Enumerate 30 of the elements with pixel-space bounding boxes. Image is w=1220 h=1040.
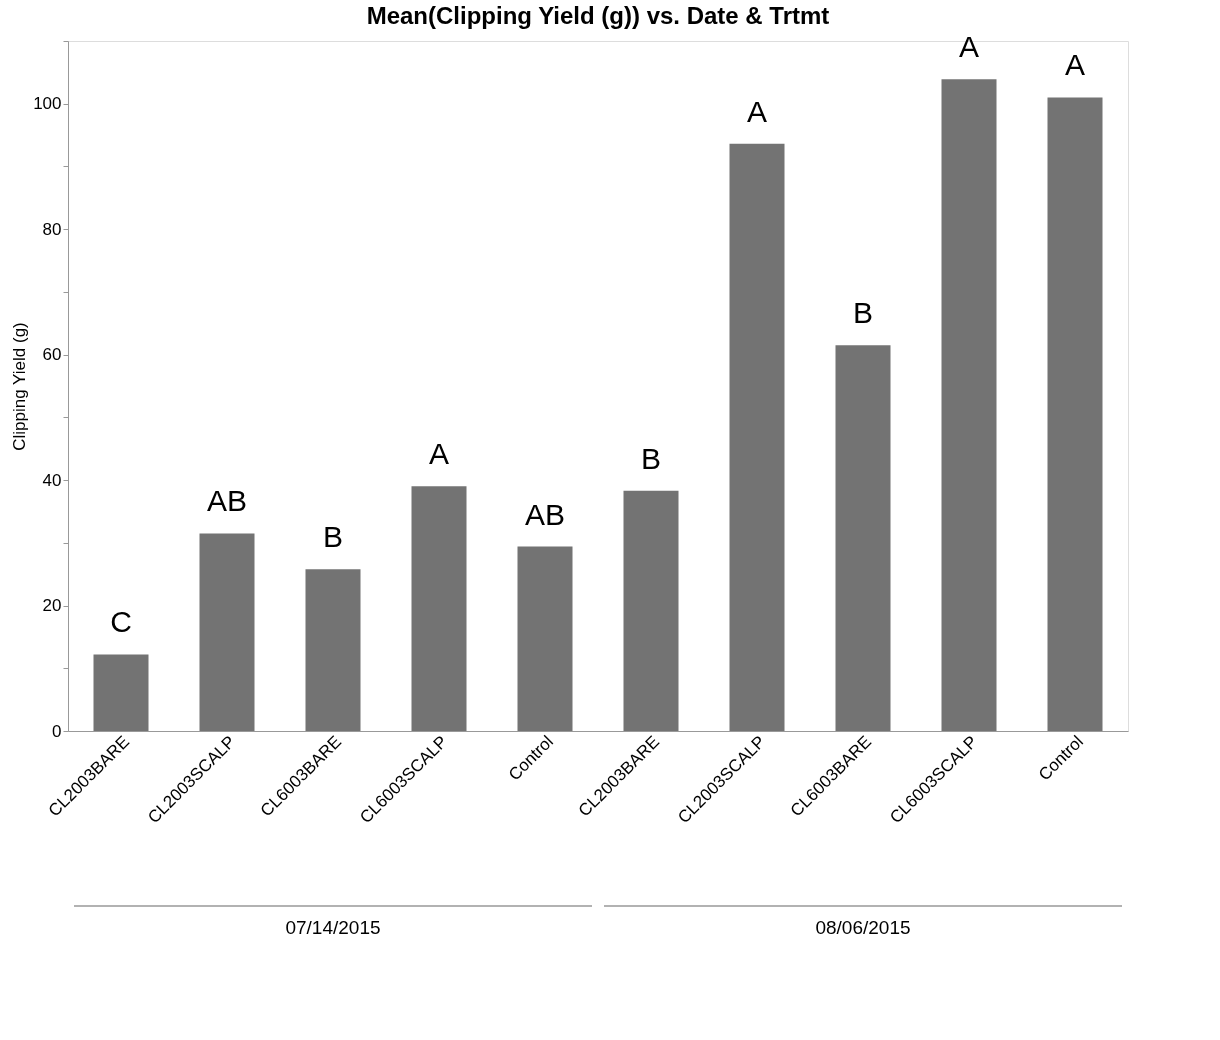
text: 08/06/2015 — [815, 917, 911, 938]
bar — [835, 345, 891, 731]
bar — [517, 546, 573, 731]
data-label: AB — [206, 484, 248, 518]
data-label: A — [958, 30, 980, 64]
y-tick-label: 0 — [52, 721, 62, 741]
y-tick-label: 40 — [42, 470, 62, 490]
chart-title: Mean(Clipping Yield (g)) vs. Date & Trtmt — [366, 2, 830, 30]
text: 07/14/2015 — [285, 917, 381, 938]
y-axis-title: Clipping Yield (g) — [10, 322, 30, 451]
bar — [1047, 97, 1103, 731]
data-label: A — [1064, 48, 1086, 82]
data-label: B — [852, 296, 874, 330]
data-label: AB — [524, 497, 566, 531]
bar — [305, 569, 361, 731]
data-label: B — [640, 441, 662, 475]
data-label: A — [428, 437, 450, 471]
data-label: A — [746, 94, 768, 128]
bar — [199, 533, 255, 731]
bar — [941, 79, 997, 731]
y-tick-label: 100 — [33, 94, 62, 114]
data-label: C — [110, 605, 132, 639]
bar — [729, 143, 785, 731]
y-tick-label: 80 — [42, 219, 62, 239]
bar — [623, 490, 679, 731]
y-tick-label: 20 — [42, 596, 62, 616]
data-label: B — [322, 520, 344, 554]
y-tick-label: 60 — [42, 345, 62, 365]
bar — [411, 486, 467, 731]
bar — [93, 654, 149, 731]
